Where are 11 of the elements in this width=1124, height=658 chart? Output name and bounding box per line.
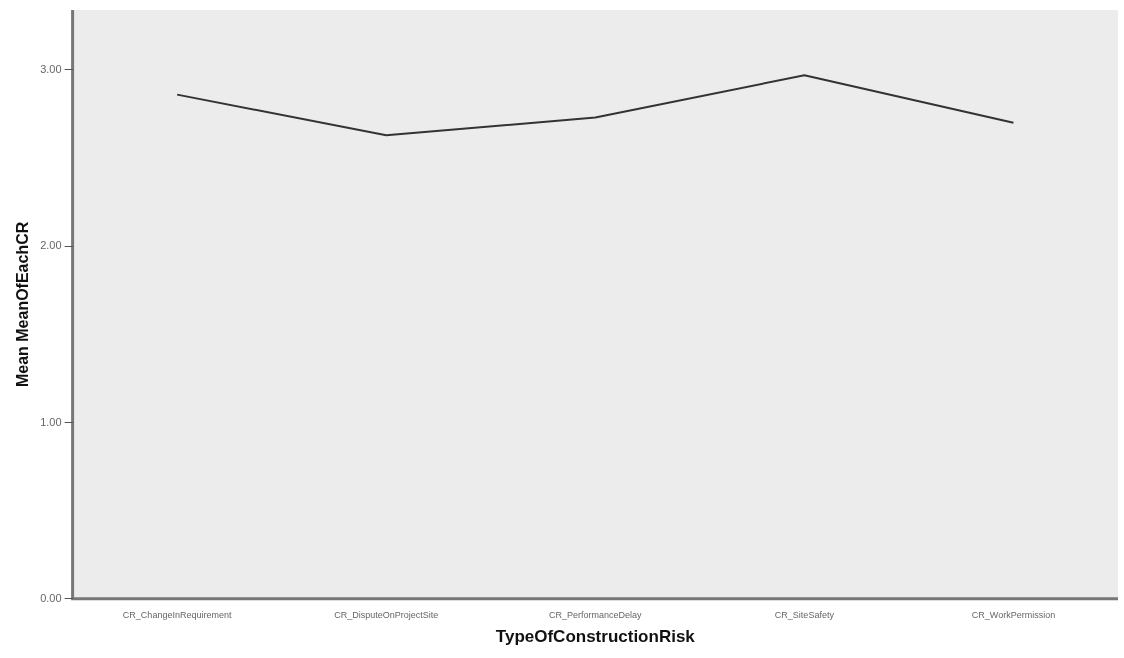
- y-tick-label: 0.00: [40, 591, 62, 604]
- x-tick-label: CR_DisputeOnProjectSite: [334, 609, 439, 620]
- x-tick-label: CR_WorkPermission: [971, 609, 1056, 620]
- y-tick-label: 1.00: [40, 415, 62, 428]
- x-tick-label: CR_PerformanceDelay: [549, 609, 643, 620]
- y-tick-label: 3.00: [40, 62, 62, 75]
- x-tick-label: CR_ChangeInRequirement: [122, 609, 232, 620]
- x-axis-title: TypeOfConstructionRisk: [495, 627, 696, 647]
- y-tick-label: 2.00: [40, 239, 62, 252]
- y-axis-title: Mean MeanOfEachCR: [14, 221, 32, 388]
- x-tick-label: CR_SiteSafety: [774, 609, 835, 620]
